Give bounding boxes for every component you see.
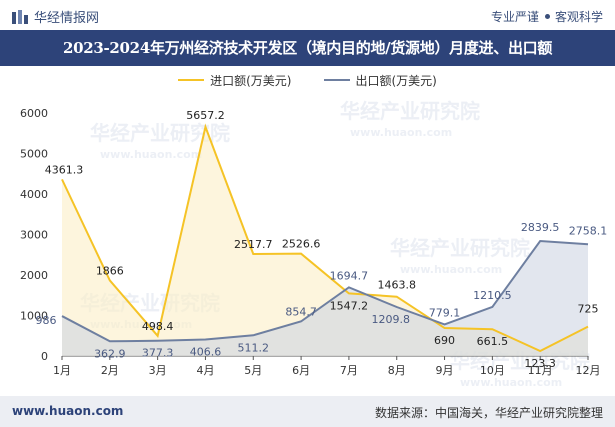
data-label-import: 5657.2 [186, 109, 225, 122]
x-tick-label: 11月 [528, 364, 553, 377]
chart: 华经产业研究院 www.huaon.com 华经产业研究院 www.huaon.… [20, 99, 608, 389]
data-label-import: 4361.3 [45, 163, 84, 176]
area-export [62, 241, 588, 356]
legend-swatch-import [178, 79, 205, 81]
footer-url: www.huaon.com [12, 404, 124, 418]
data-label-export: 511.2 [238, 341, 270, 354]
watermark-text: 华经产业研究院 [390, 236, 530, 260]
y-tick-label: 0 [41, 350, 48, 363]
x-tick-label: 8月 [388, 364, 406, 377]
watermark-url: www.huaon.com [100, 148, 202, 161]
top-bar: 华经情报网 专业严谨 客观科学 [0, 0, 615, 30]
data-label-export: 406.6 [190, 346, 222, 359]
data-label-import: 1547.2 [330, 299, 369, 312]
data-label-import: 690 [434, 334, 455, 347]
x-tick-label: 2月 [101, 364, 119, 377]
data-label-export: 854.7 [285, 305, 317, 318]
brand: 华经情报网 [12, 7, 99, 26]
area-import [62, 126, 588, 357]
x-tick-label: 5月 [244, 364, 262, 377]
bullet-icon [544, 14, 550, 19]
footer-source: 数据来源：中国海关，华经产业研究院整理 [374, 406, 603, 420]
legend-swatch-export [323, 79, 350, 81]
line-import [61, 123, 589, 353]
chart-title: 2023-2024年万州经济技术开发区（境内目的地/货源地）月度进、出口额 [62, 39, 553, 57]
x-axis: 1月 2月 3月 4月 5月 6月 7月 8月 9月 10月 11月 12月 [53, 355, 601, 377]
x-tick-label: 10月 [480, 364, 505, 377]
data-label-export: 1694.7 [330, 269, 369, 282]
line-export [61, 239, 589, 343]
data-label-export: 1209.8 [371, 313, 410, 326]
tagline-right: 客观科学 [554, 10, 603, 24]
data-label-import: 725 [578, 303, 599, 316]
title-bar: 2023-2024年万州经济技术开发区（境内目的地/货源地）月度进、出口额 [0, 30, 615, 66]
legend-label-import: 进口额(万美元) [210, 73, 292, 88]
data-label-export: 362.9 [94, 347, 126, 360]
watermark-text: 华经产业研究院 [340, 99, 480, 123]
tagline-left: 专业严谨 [490, 10, 539, 24]
x-tick-label: 7月 [340, 364, 358, 377]
series-lines [61, 123, 589, 353]
series-areas [62, 126, 588, 357]
data-label-import: 123.3 [524, 357, 556, 370]
legend-label-export: 出口额(万美元) [355, 73, 437, 88]
y-tick-label: 2000 [20, 269, 48, 282]
y-axis: 0 1000 2000 3000 4000 5000 6000 [20, 107, 48, 363]
data-label-import: 498.4 [142, 320, 174, 333]
data-label-export: 779.1 [429, 306, 461, 319]
data-label-import: 661.5 [477, 335, 509, 348]
watermark-url: www.huaon.com [350, 126, 452, 139]
legend: 进口额(万美元) 出口额(万美元) [0, 70, 615, 90]
x-tick-label: 9月 [436, 364, 454, 377]
tagline: 专业严谨 客观科学 [491, 8, 603, 25]
legend-item-export: 出口额(万美元) [323, 72, 437, 89]
y-tick-label: 4000 [20, 188, 48, 201]
legend-item-import: 进口额(万美元) [178, 72, 292, 89]
y-tick-label: 5000 [20, 148, 48, 161]
x-tick-label: 6月 [292, 364, 310, 377]
footer: www.huaon.com 数据来源：中国海关，华经产业研究院整理 [0, 396, 615, 427]
y-tick-label: 6000 [20, 107, 48, 120]
logo-icon [12, 9, 28, 24]
data-label-import: 1866 [96, 264, 124, 277]
x-tick-label: 3月 [149, 364, 167, 377]
watermark-url: www.huaon.com [400, 263, 502, 276]
x-tick-label: 12月 [576, 364, 601, 377]
data-label-export: 1210.5 [473, 289, 512, 302]
y-tick-label: 3000 [20, 229, 48, 242]
data-label-export: 377.3 [142, 347, 174, 360]
data-label-export: 986 [36, 314, 57, 327]
data-label-export: 2758.1 [569, 224, 608, 237]
brand-name: 华经情报网 [34, 11, 100, 26]
y-tick-label: 1000 [20, 310, 48, 323]
x-tick-label: 1月 [53, 364, 71, 377]
data-label-export: 2839.5 [521, 221, 560, 234]
watermark-url: www.huaon.com [460, 376, 562, 389]
data-label-import: 2517.7 [234, 238, 273, 251]
data-label-import: 2526.6 [282, 238, 321, 251]
x-tick-label: 4月 [196, 364, 214, 377]
data-label-import: 1463.8 [377, 279, 416, 292]
